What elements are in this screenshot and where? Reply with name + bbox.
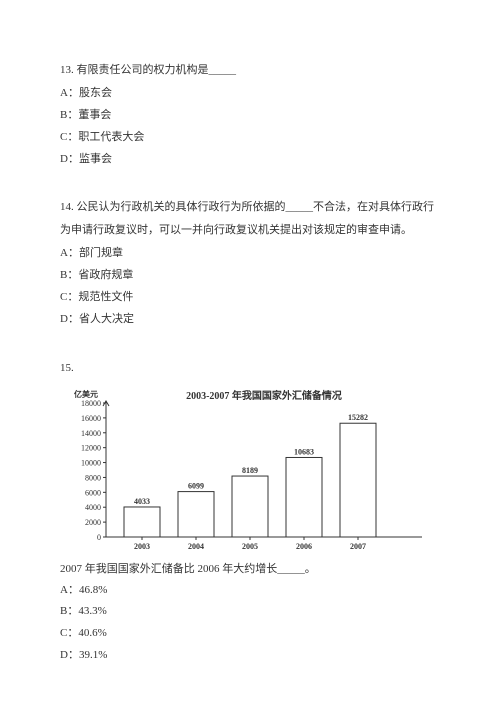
q14-number: 14.	[60, 201, 74, 213]
q13-option-a: A：股东会	[60, 83, 440, 104]
q13-option-b: B：董事会	[60, 105, 440, 126]
q14-option-d: D：省人大决定	[60, 309, 440, 330]
q15-option-d: D：39.1%	[60, 645, 440, 666]
svg-text:8189: 8189	[242, 466, 258, 475]
q15-option-a: A：46.8%	[60, 580, 440, 601]
svg-text:2005: 2005	[242, 542, 258, 551]
q15-chart: 亿美元 2003-2007 年我国国家外汇储备情况 18000 16000 14000 1…	[60, 383, 440, 553]
svg-text:2000: 2000	[85, 518, 101, 527]
svg-text:4000: 4000	[85, 503, 101, 512]
exam-page: 13. 有限责任公司的权力机构是_____ A：股东会 B：董事会 C：职工代表…	[0, 0, 500, 714]
svg-text:14000: 14000	[81, 428, 101, 437]
q15-follow-stem: 2007 年我国国家外汇储备比 2006 年大约增长_____。	[60, 559, 440, 580]
question-14: 14. 公民认为行政机关的具体行政行为所依据的_____不合法，在对具体行政行 …	[60, 197, 440, 329]
svg-text:2003: 2003	[134, 542, 150, 551]
svg-text:4033: 4033	[134, 497, 150, 506]
q15-number: 15.	[60, 358, 440, 379]
svg-text:8000: 8000	[85, 473, 101, 482]
q15-option-b: B：43.3%	[60, 601, 440, 622]
q13-text: 有限责任公司的权力机构是_____	[77, 64, 237, 76]
q14-option-b: B：省政府规章	[60, 265, 440, 286]
svg-text:2007: 2007	[350, 542, 366, 551]
svg-text:2003-2007 年我国国家外汇储备情况: 2003-2007 年我国国家外汇储备情况	[186, 389, 342, 402]
q13-stem: 13. 有限责任公司的权力机构是_____	[60, 60, 440, 81]
svg-text:18000: 18000	[81, 399, 101, 408]
svg-text:6000: 6000	[85, 488, 101, 497]
q14-text-a: 公民认为行政机关的具体行政行为所依据的_____不合法，在对具体行政行	[77, 201, 435, 213]
q13-option-d: D：监事会	[60, 149, 440, 170]
svg-text:0: 0	[97, 533, 101, 542]
q14-option-a: A：部门规章	[60, 243, 440, 264]
q14-stem-b: 为申请行政复议时，可以一并向行政复议机关提出对该规定的审查申请。	[60, 220, 440, 241]
svg-text:15282: 15282	[348, 413, 368, 422]
question-15: 15. 亿美元 2003-2007 年我国国家外汇储备情况 18000 16000 14…	[60, 358, 440, 666]
svg-text:6099: 6099	[188, 481, 204, 490]
svg-text:10000: 10000	[81, 458, 101, 467]
q13-option-c: C：职工代表大会	[60, 127, 440, 148]
svg-text:16000: 16000	[81, 414, 101, 423]
svg-text:10683: 10683	[294, 447, 314, 456]
forex-bar-chart: 亿美元 2003-2007 年我国国家外汇储备情况 18000 16000 14000 1…	[60, 383, 430, 553]
question-13: 13. 有限责任公司的权力机构是_____ A：股东会 B：董事会 C：职工代表…	[60, 60, 440, 169]
svg-text:亿美元: 亿美元	[74, 389, 98, 399]
svg-text:2004: 2004	[188, 542, 204, 551]
q13-number: 13.	[60, 64, 74, 76]
q14-stem: 14. 公民认为行政机关的具体行政行为所依据的_____不合法，在对具体行政行	[60, 197, 440, 218]
q14-option-c: C：规范性文件	[60, 287, 440, 308]
q15-option-c: C：40.6%	[60, 623, 440, 644]
svg-text:12000: 12000	[81, 443, 101, 452]
svg-text:2006: 2006	[296, 542, 312, 551]
